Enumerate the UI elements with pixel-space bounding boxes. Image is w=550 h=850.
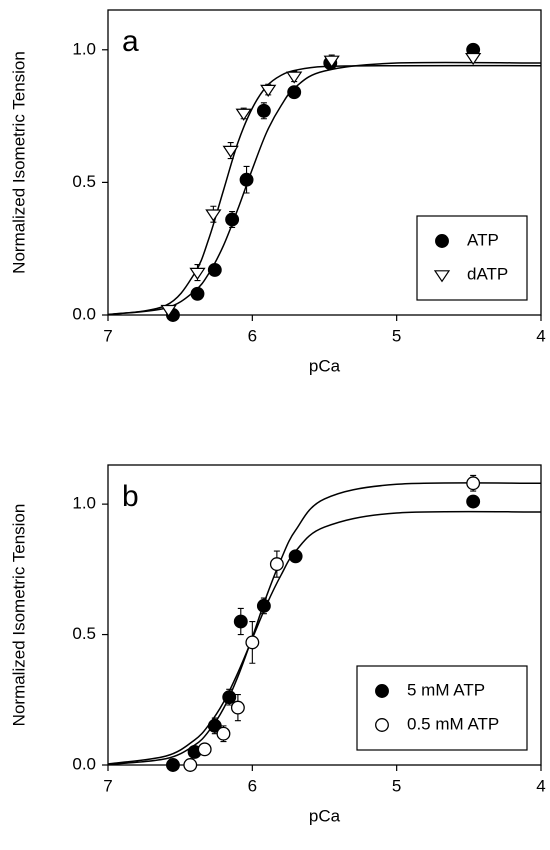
fit-curve (107, 510, 542, 765)
marker (323, 55, 340, 68)
marker (189, 267, 206, 280)
legend-label: 0.5 mM ATP (407, 714, 499, 733)
legend-marker (375, 684, 389, 698)
x-tick-label: 6 (248, 776, 257, 795)
marker (466, 494, 481, 509)
x-axis-label: pCa (309, 356, 341, 375)
marker (207, 262, 222, 277)
legend-label: ATP (467, 230, 499, 249)
marker (466, 476, 481, 491)
legend: 5 mM ATP 0.5 mM ATP (356, 665, 528, 751)
panel-label: a (122, 25, 139, 58)
marker (233, 614, 248, 629)
y-tick-label: 1.0 (72, 39, 96, 58)
y-tick-label: 1.0 (72, 494, 96, 513)
legend-marker (433, 270, 451, 283)
marker (256, 103, 271, 118)
legend-box (416, 215, 528, 301)
marker (190, 286, 205, 301)
marker (183, 758, 198, 772)
legend-marker (435, 234, 449, 248)
legend-label: dATP (467, 264, 508, 283)
marker (260, 84, 277, 97)
y-tick-label: 0.5 (72, 624, 96, 643)
marker (256, 598, 271, 613)
y-axis-label: Normalized Isometric Tension (9, 504, 28, 727)
y-axis-label: Normalized Isometric Tension (9, 51, 28, 274)
marker (245, 635, 260, 650)
marker (160, 304, 177, 318)
plot-frame (107, 464, 542, 766)
marker (288, 549, 303, 564)
x-tick-label: 5 (392, 776, 401, 795)
legend: ATP dATP (416, 215, 528, 301)
x-axis-label: pCa (309, 806, 341, 825)
x-tick-label: 7 (103, 326, 112, 345)
marker (197, 742, 212, 757)
x-tick-label: 5 (392, 326, 401, 345)
y-tick-label: 0.0 (72, 304, 96, 323)
marker (216, 726, 231, 741)
marker (465, 52, 482, 66)
panel: 7 6 5 4 0.0 0.5 1.0 pCa Normalized Isometric Ten… (9, 464, 546, 825)
plot-frame (107, 9, 542, 316)
x-tick-label: 6 (248, 326, 257, 345)
marker (235, 108, 252, 121)
marker (222, 145, 239, 158)
y-tick-label: 0.5 (72, 172, 96, 191)
marker (239, 172, 254, 187)
marker (269, 557, 284, 572)
marker (225, 212, 240, 227)
panel-label: b (122, 480, 139, 513)
legend-box (356, 665, 528, 751)
legend-label: 5 mM ATP (407, 680, 485, 699)
x-tick-label: 7 (103, 776, 112, 795)
legend-marker (375, 718, 389, 732)
y-tick-label: 0.0 (72, 754, 96, 773)
marker (286, 71, 303, 84)
marker (287, 85, 302, 100)
marker (230, 700, 245, 715)
x-tick-label: 4 (536, 776, 545, 795)
x-tick-label: 4 (536, 326, 545, 345)
marker (205, 209, 222, 222)
marker (222, 690, 237, 705)
marker (165, 758, 180, 772)
panel: 7 6 5 4 0.0 0.5 1.0 pCa Normalized Isometric Ten… (9, 9, 546, 375)
